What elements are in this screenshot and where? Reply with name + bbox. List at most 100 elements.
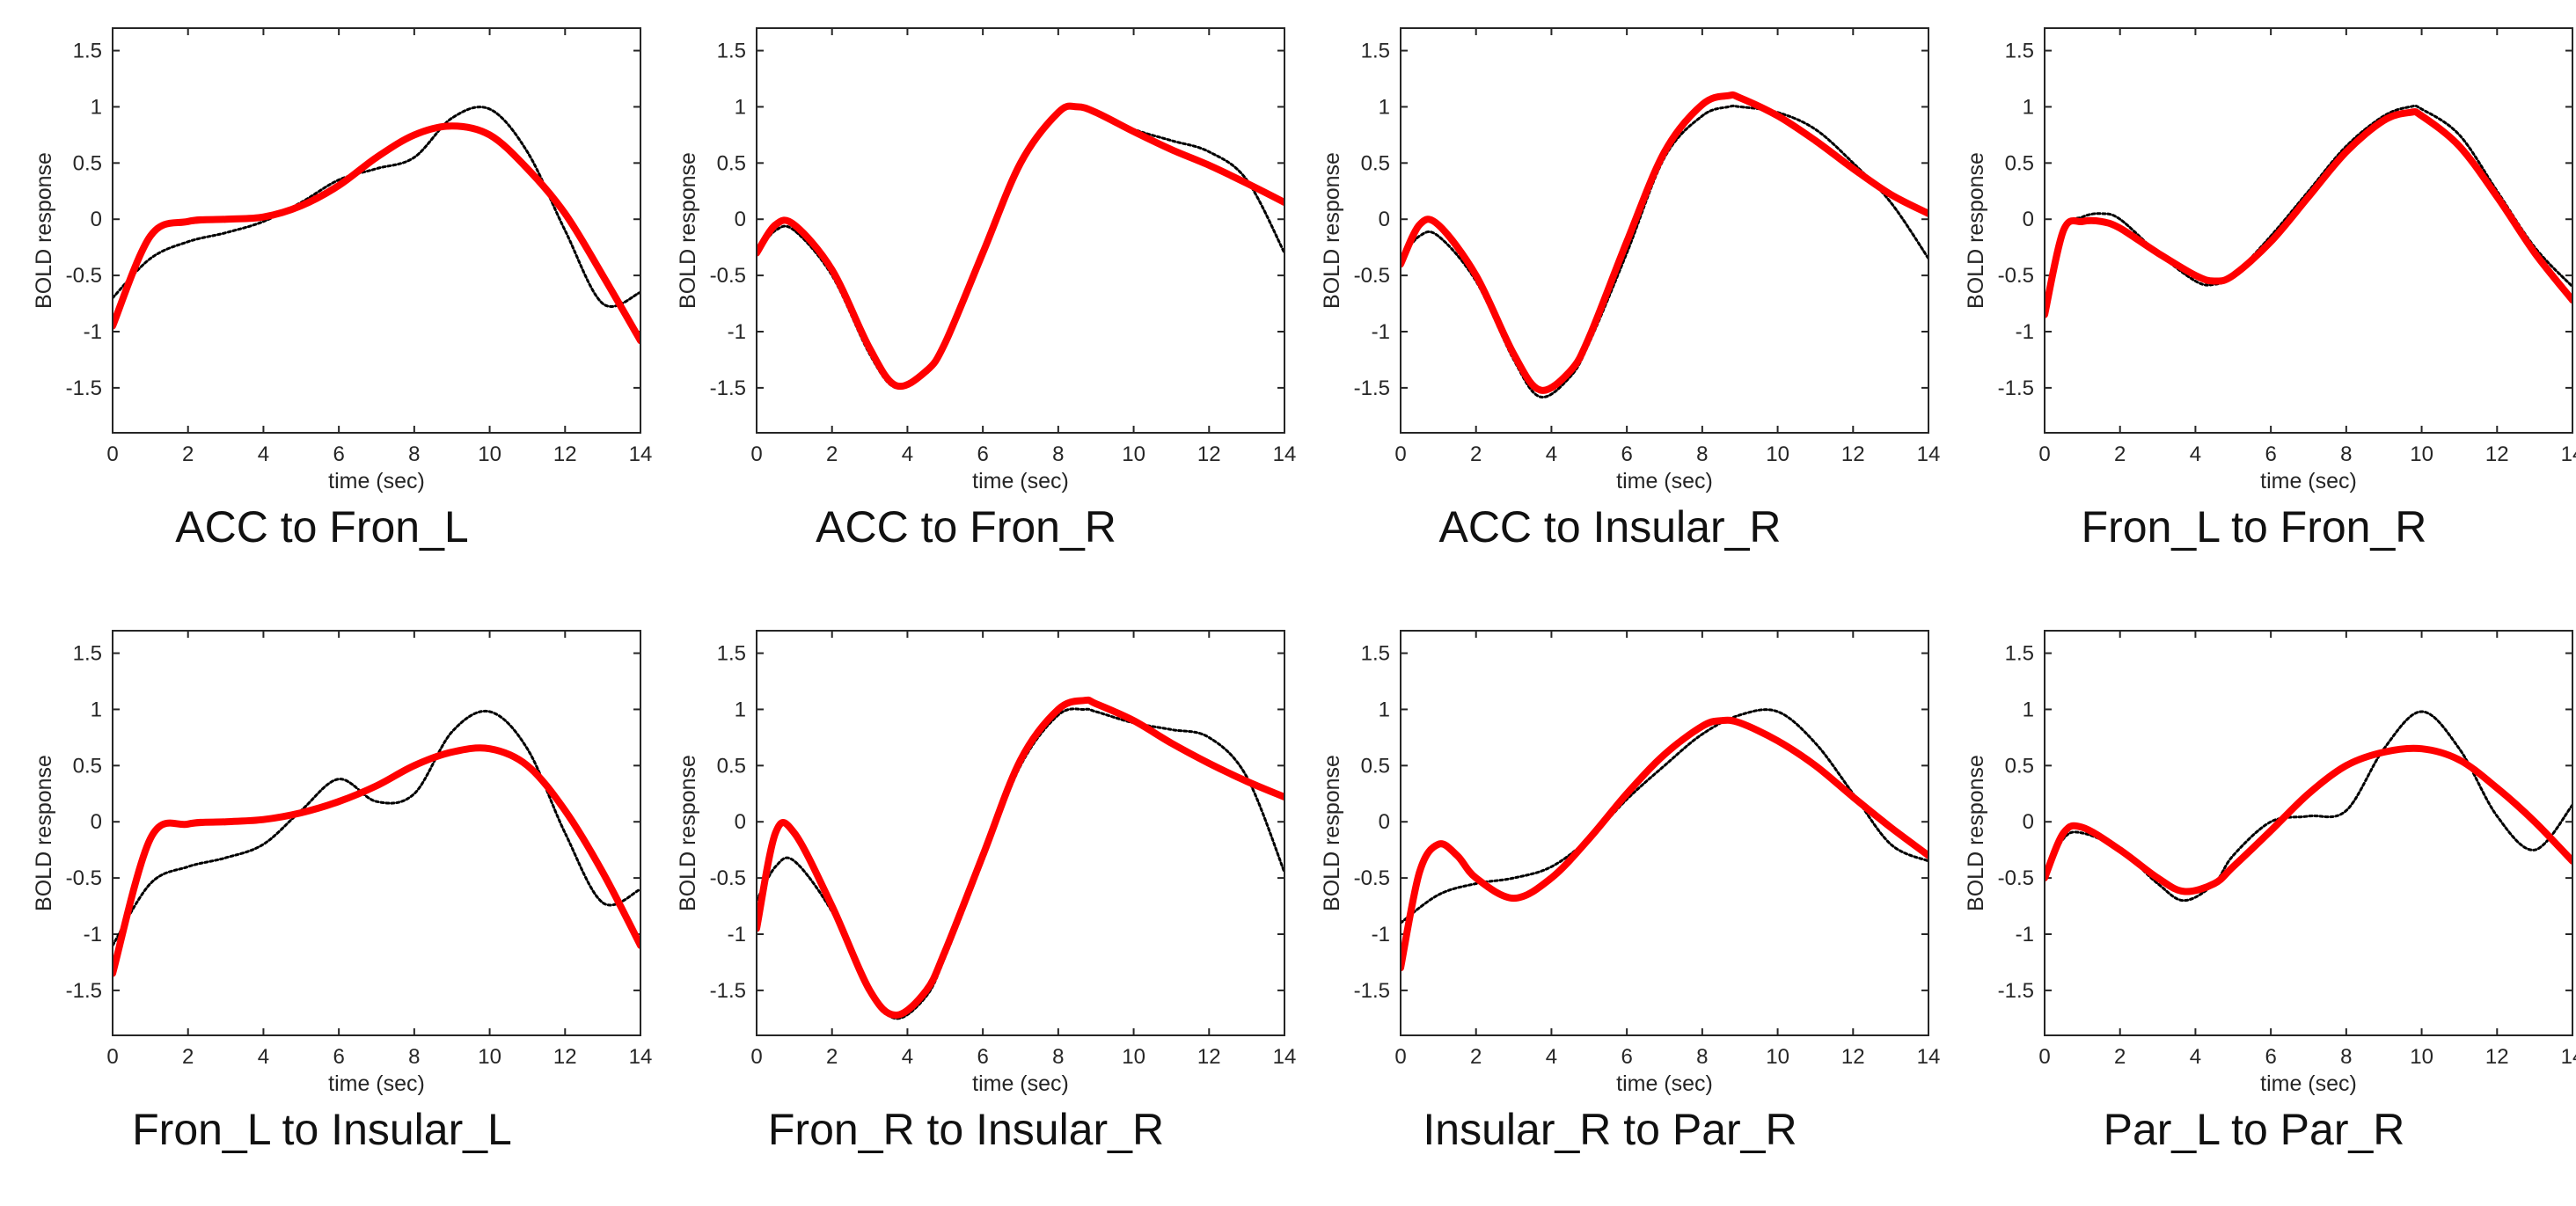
y-tick-label: 1.5: [1361, 40, 1390, 63]
x-tick-label: 6: [333, 442, 344, 466]
y-tick-label: -1: [2016, 923, 2034, 947]
x-tick-label: 10: [478, 442, 501, 466]
x-tick-label: 2: [2114, 1045, 2126, 1069]
fit-series-line: [1401, 91, 1928, 394]
chart-svg: -1.5 -1 -0.5 0 0.5 1 1.5 0 2 4 6 8 10 12 14 time (sec) B…: [1964, 630, 2576, 1096]
y-tick-label: 0: [91, 208, 102, 231]
x-tick-label: 10: [1122, 1045, 1145, 1069]
chart-panel: -1.5 -1 -0.5 0 0.5 1 1.5 0 2 4 6 8 10 12 14 time (sec) B…: [644, 0, 1296, 603]
axis-frame: [2044, 630, 2573, 1036]
y-tick-label: 0.5: [717, 151, 746, 175]
y-axis-label: BOLD response: [1964, 755, 1988, 911]
panel-caption: ACC to Insular_R: [1438, 502, 1782, 552]
y-tick-label: 1: [2023, 95, 2034, 119]
x-tick-label: 4: [2190, 442, 2201, 466]
x-tick-label: 14: [629, 442, 653, 466]
x-tick-label: 12: [1197, 1045, 1221, 1069]
y-axis-label: BOLD response: [1964, 152, 1988, 309]
y-tick-label: 0: [735, 810, 746, 834]
fit-series-line: [1401, 716, 1928, 972]
y-tick-label: -1: [1372, 320, 1390, 344]
y-tick-label: -0.5: [66, 866, 102, 890]
x-tick-label: 0: [2038, 1045, 2050, 1069]
chart-panel: -1.5 -1 -0.5 0 0.5 1 1.5 0 2 4 6 8 10 12 14 time (sec) B…: [1288, 0, 1940, 603]
axis-frame: [112, 630, 641, 1036]
x-tick-label: 8: [1696, 1045, 1708, 1069]
x-tick-label: 2: [182, 442, 194, 466]
x-axis-label: time (sec): [2260, 469, 2357, 493]
y-tick-label: -1: [728, 320, 746, 344]
y-tick-label: -0.5: [1354, 866, 1390, 890]
y-axis-label: BOLD response: [676, 152, 700, 309]
x-tick-label: 6: [977, 1045, 988, 1069]
x-axis-label: time (sec): [2260, 1071, 2357, 1096]
x-tick-label: 4: [902, 1045, 913, 1069]
x-tick-label: 14: [1273, 442, 1297, 466]
x-tick-label: 0: [2038, 442, 2050, 466]
x-axis-label: time (sec): [972, 1071, 1069, 1096]
x-tick-label: 8: [408, 1045, 420, 1069]
chart-panel: -1.5 -1 -0.5 0 0.5 1 1.5 0 2 4 6 8 10 12 14 time (sec) B…: [0, 0, 652, 603]
y-tick-label: 0: [735, 208, 746, 231]
x-tick-label: 12: [1197, 442, 1221, 466]
observed-series-line: [2045, 104, 2572, 311]
y-axis-label: BOLD response: [1320, 152, 1344, 309]
panel-caption: Fron_R to Insular_R: [767, 1105, 1165, 1154]
x-tick-label: 0: [1394, 442, 1406, 466]
x-tick-label: 0: [106, 442, 118, 466]
fit-series-line: [2045, 744, 2572, 895]
chart-svg: -1.5 -1 -0.5 0 0.5 1 1.5 0 2 4 6 8 10 12 14 time (sec) B…: [676, 27, 1296, 493]
y-tick-label: 0: [91, 810, 102, 834]
x-tick-label: 6: [333, 1045, 344, 1069]
axis-frame: [756, 630, 1285, 1036]
x-tick-label: 14: [1917, 1045, 1941, 1069]
y-tick-label: 1.5: [717, 40, 746, 63]
y-tick-label: 0.5: [717, 754, 746, 778]
panel-caption: ACC to Fron_R: [816, 502, 1116, 552]
y-tick-label: 0: [1379, 208, 1390, 231]
x-tick-label: 14: [2561, 1045, 2576, 1069]
x-tick-label: 4: [2190, 1045, 2201, 1069]
x-tick-label: 6: [2265, 442, 2276, 466]
y-tick-label: -1.5: [1354, 376, 1390, 400]
x-tick-label: 8: [408, 442, 420, 466]
axis-frame: [1400, 630, 1929, 1036]
y-tick-label: -1: [1372, 923, 1390, 947]
plot-area: [2045, 631, 2572, 1035]
x-tick-label: 12: [1841, 442, 1865, 466]
y-tick-label: -0.5: [710, 866, 746, 890]
fit-series-line: [113, 744, 640, 977]
x-tick-label: 8: [1052, 1045, 1064, 1069]
y-tick-label: 1: [735, 95, 746, 119]
x-tick-label: 0: [106, 1045, 118, 1069]
x-axis-label: time (sec): [1616, 1071, 1713, 1096]
y-tick-label: 1.5: [73, 642, 102, 666]
y-tick-label: 1: [2023, 698, 2034, 721]
x-tick-label: 14: [1917, 442, 1941, 466]
x-tick-label: 6: [1621, 1045, 1632, 1069]
x-tick-label: 12: [553, 442, 577, 466]
x-tick-label: 12: [1841, 1045, 1865, 1069]
x-tick-label: 6: [1621, 442, 1632, 466]
y-axis-label: BOLD response: [676, 755, 700, 911]
x-tick-label: 8: [1696, 442, 1708, 466]
x-axis-label: time (sec): [328, 469, 425, 493]
chart-svg: -1.5 -1 -0.5 0 0.5 1 1.5 0 2 4 6 8 10 12 14 time (sec) B…: [1964, 27, 2576, 493]
y-tick-label: 1.5: [73, 40, 102, 63]
y-tick-label: 1: [1379, 95, 1390, 119]
x-tick-label: 10: [2410, 442, 2433, 466]
y-tick-label: 0.5: [1361, 151, 1390, 175]
fit-series-line: [2045, 108, 2572, 318]
chart-panel: -1.5 -1 -0.5 0 0.5 1 1.5 0 2 4 6 8 10 12 14 time (sec) B…: [1932, 603, 2576, 1205]
y-tick-label: 0.5: [2005, 151, 2034, 175]
x-tick-label: 6: [977, 442, 988, 466]
y-tick-label: 1: [735, 698, 746, 721]
x-axis-label: time (sec): [972, 469, 1069, 493]
x-tick-label: 10: [1766, 442, 1789, 466]
chart-panel: -1.5 -1 -0.5 0 0.5 1 1.5 0 2 4 6 8 10 12 14 time (sec) B…: [1288, 603, 1940, 1205]
axis-frame: [2044, 27, 2573, 434]
plot-area: [2045, 28, 2572, 433]
y-tick-label: -0.5: [710, 264, 746, 288]
y-tick-label: 0.5: [73, 754, 102, 778]
x-tick-label: 2: [2114, 442, 2126, 466]
